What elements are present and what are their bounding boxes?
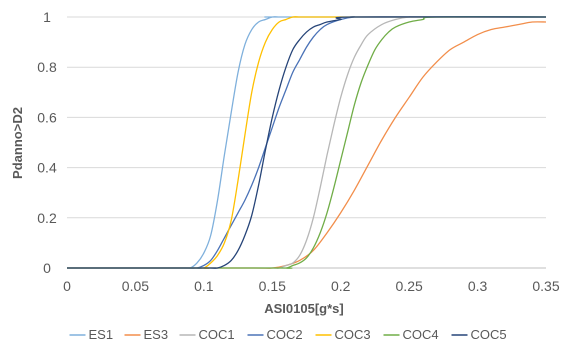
gridlines [67, 16, 546, 269]
x-tick-label: 0.25 [396, 278, 423, 294]
y-tick-label: 0.2 [37, 210, 57, 226]
x-axis-title: ASI0105[g*s] [264, 301, 343, 316]
legend-label-coc1: COC1 [199, 327, 235, 342]
series-line-coc2 [67, 16, 546, 269]
y-tick-label: 0 [43, 260, 51, 276]
legend-label-coc5: COC5 [471, 327, 507, 342]
y-tick-label: 1 [43, 9, 51, 25]
x-tick-label: 0.35 [532, 278, 559, 294]
y-tick-label: 0.6 [37, 109, 57, 125]
legend: ES1 ES3 COC1 COC2 COC3 COC4 COC5 [69, 327, 507, 342]
y-tick-labels: 0 0.2 0.4 0.6 0.8 1 [37, 9, 57, 276]
legend-label-coc4: COC4 [403, 327, 439, 342]
series-line-es3 [67, 21, 547, 269]
y-tick-label: 0.4 [37, 160, 57, 176]
x-tick-label: 0.15 [259, 278, 286, 294]
series-line-coc3 [67, 16, 546, 270]
y-axis-title: Pdanno>D2 [10, 107, 25, 179]
x-tick-label: 0.2 [331, 278, 351, 294]
x-tick-labels: 0 0.05 0.1 0.15 0.2 0.25 0.3 0.35 [63, 278, 560, 294]
legend-label-es3: ES3 [144, 327, 169, 342]
x-tick-label: 0.3 [468, 278, 488, 294]
series-line-coc1 [67, 16, 546, 269]
legend-label-coc3: COC3 [335, 327, 371, 342]
x-tick-label: 0 [63, 278, 71, 294]
series-lines [67, 16, 547, 270]
x-tick-label: 0.1 [194, 278, 214, 294]
series-line-coc5 [67, 16, 547, 269]
y-tick-label: 0.8 [37, 59, 57, 75]
series-line-coc4 [67, 16, 547, 269]
legend-label-coc2: COC2 [267, 327, 303, 342]
series-line-es1 [67, 16, 546, 270]
x-tick-label: 0.05 [122, 278, 149, 294]
legend-label-es1: ES1 [89, 327, 114, 342]
